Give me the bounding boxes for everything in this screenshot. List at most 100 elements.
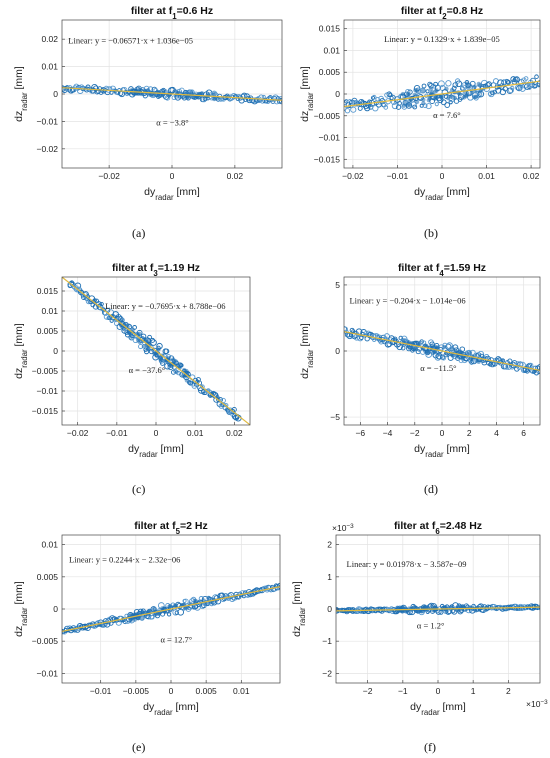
- scatter-point: [157, 90, 162, 95]
- scatter-point: [153, 351, 158, 356]
- scatter-point: [172, 603, 178, 608]
- x-tick-label: −2: [410, 428, 420, 438]
- scatter-point: [167, 604, 172, 609]
- scatter-point: [187, 380, 193, 386]
- chart-title: filter at f6=2.48 Hz: [394, 520, 482, 536]
- panel-label-d: (d): [424, 482, 438, 496]
- scatter-point: [412, 104, 418, 110]
- panel-label-e: (e): [132, 740, 146, 754]
- angle-label: α = −37.6°: [129, 365, 166, 375]
- scatter-point: [66, 625, 73, 632]
- fit-equation-label: Linear: y = 0.2244·x − 2.32e−06: [69, 555, 180, 565]
- scatter-point: [184, 378, 190, 383]
- x-tick-label: 0: [170, 171, 175, 181]
- scatter-point: [477, 89, 483, 94]
- scatter-point: [484, 355, 491, 363]
- scatter-point: [438, 80, 445, 88]
- x-tick-label: 0.02: [523, 171, 540, 181]
- y-tick-label: −1: [322, 636, 332, 646]
- scatter-point: [398, 335, 404, 341]
- x-tick-label: 0: [436, 686, 441, 696]
- subplot-1: −0.02 0 0.02 −0.02 −0.01 0 0.01 0.02 filter at f…: [13, 5, 283, 202]
- y-tick-label: −2: [322, 668, 332, 678]
- y-tick-label: −0.01: [36, 386, 58, 396]
- scatter-point: [428, 86, 434, 91]
- y-tick-label: 0.005: [37, 326, 59, 336]
- subplot-3: −0.02 −0.01 0 0.01 0.02 −0.015 −0.01 −0.005 0 0.0…: [13, 262, 251, 459]
- fit-line: [336, 606, 540, 612]
- x-tick-label: −0.01: [387, 171, 409, 181]
- chart-title: filter at f5=2 Hz: [134, 520, 208, 536]
- scatter-point: [424, 349, 430, 355]
- x-axis-label: dyradar [mm]: [414, 443, 470, 459]
- scatter-point: [479, 606, 487, 613]
- y-tick-label: 1: [327, 572, 332, 582]
- scatter-point: [111, 315, 118, 322]
- scatter-point: [391, 102, 399, 110]
- scatter-point: [120, 317, 125, 323]
- y-tick-label: 0: [327, 604, 332, 614]
- y-tick-label: 0.005: [37, 572, 59, 582]
- scatter-point: [449, 347, 454, 352]
- scatter-point: [405, 93, 411, 99]
- scatter-point: [436, 352, 442, 357]
- scatter-point: [464, 81, 470, 86]
- scatter-point: [452, 82, 459, 88]
- scatter-points: [336, 602, 540, 616]
- y-axis-label: dzradar [mm]: [299, 66, 315, 122]
- scatter-points: [62, 83, 282, 105]
- scatter-point: [375, 97, 380, 102]
- scatter-point: [211, 91, 217, 97]
- scatter-point: [131, 331, 136, 336]
- fit-line: [62, 87, 282, 101]
- scatter-point: [192, 598, 197, 603]
- scatter-point: [150, 337, 156, 343]
- scatter-point: [421, 97, 426, 102]
- x-tick-label: 4: [494, 428, 499, 438]
- scatter-point: [211, 96, 217, 102]
- y-tick-label: −0.015: [32, 406, 59, 416]
- fit-line: [62, 277, 250, 425]
- scatter-point: [135, 338, 141, 343]
- y-tick-label: 0.01: [41, 62, 58, 72]
- scatter-point: [148, 348, 155, 355]
- scatter-point: [151, 92, 156, 98]
- scatter-point: [371, 94, 377, 100]
- scatter-point: [492, 89, 498, 95]
- scatter-point: [490, 90, 495, 96]
- x-tick-label: 0.02: [227, 171, 244, 181]
- scatter-point: [412, 92, 417, 98]
- y-axis-label: dzradar [mm]: [13, 323, 29, 379]
- scatter-point: [99, 301, 104, 307]
- angle-label: α = 7.6°: [433, 110, 461, 120]
- x-tick-label: 0.01: [187, 428, 204, 438]
- y-tick-label: 2: [327, 540, 332, 550]
- scatter-point: [220, 397, 226, 404]
- x-tick-label: −4: [383, 428, 393, 438]
- panel-label-f: (f): [424, 740, 436, 754]
- fit-equation-label: Linear: y = −0.06571·x + 1.036e−05: [68, 35, 193, 45]
- angle-label: α = 12.7°: [160, 634, 192, 644]
- x-tick-label: −0.01: [90, 686, 112, 696]
- scatter-point: [463, 90, 469, 95]
- scatter-point: [276, 582, 280, 590]
- scatter-point: [426, 97, 432, 103]
- x-tick-label: −2: [363, 686, 373, 696]
- scatter-points: [62, 582, 280, 635]
- y-axis-label: dzradar [mm]: [13, 66, 29, 122]
- scatter-point: [156, 347, 161, 352]
- scatter-point: [513, 76, 520, 83]
- scatter-point: [397, 101, 402, 106]
- y-tick-label: 0: [53, 604, 58, 614]
- scatter-point: [425, 103, 432, 110]
- x-tick-label: 0: [440, 171, 445, 181]
- y-tick-label: −0.015: [314, 154, 341, 164]
- scatter-point: [383, 105, 389, 110]
- scatter-point: [150, 339, 157, 346]
- fit-line: [62, 586, 280, 632]
- scatter-point: [469, 90, 475, 96]
- scatter-point: [174, 610, 179, 615]
- panel-label-a: (a): [132, 226, 146, 240]
- x-axis-label: dyradar [mm]: [143, 701, 199, 717]
- scatter-point: [425, 89, 430, 94]
